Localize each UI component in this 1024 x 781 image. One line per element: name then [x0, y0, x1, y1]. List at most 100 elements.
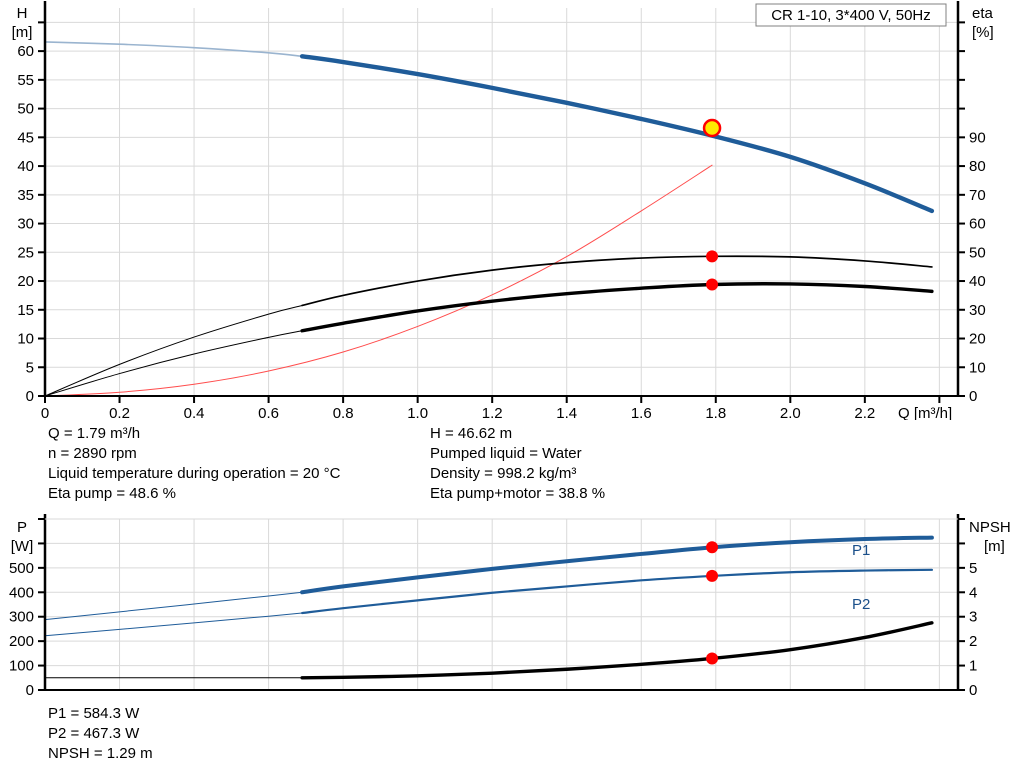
- tick-label-x: 1.4: [556, 405, 577, 420]
- y-axis-left-unit: [m]: [12, 24, 33, 41]
- top-chart-markers: [702, 118, 722, 291]
- eta-pump-motor-curve: [300, 282, 934, 333]
- tick-label-x: 0.2: [109, 405, 130, 420]
- tick-label-y-right: 4: [969, 584, 977, 601]
- bottom-chart-markers: [706, 541, 719, 665]
- head-curve-thin: [44, 41, 303, 58]
- tick-label-y-left: 500: [9, 560, 34, 577]
- tick-label-x: 1.8: [705, 405, 726, 420]
- tick-label-y-left: 10: [17, 331, 34, 348]
- eta-pump-duty-marker: [706, 250, 719, 263]
- tick-label-y-right: 0: [969, 388, 977, 405]
- tick-label-y-right: 70: [969, 187, 986, 204]
- npsh-duty-marker: [706, 652, 719, 665]
- info-line-pumped-liquid: Pumped liquid = Water: [430, 445, 582, 462]
- eta-pump-curve: [301, 255, 933, 307]
- tick-label-y-right: 2: [969, 633, 977, 650]
- duty-point-info-left: Q = 1.79 m³/h n = 2890 rpm Liquid temper…: [48, 424, 340, 504]
- tick-label-y-right: 3: [969, 609, 977, 626]
- tick-label-y-left: 60: [17, 43, 34, 60]
- p1-curve-thin: [44, 591, 303, 621]
- top-chart-axes: [43, 1, 960, 397]
- y-axis-left-title: H: [17, 5, 28, 22]
- tick-label-y-right: 0: [969, 682, 977, 699]
- tick-label-y-right: 80: [969, 158, 986, 175]
- tick-label-y-left: 40: [17, 158, 34, 175]
- tick-label-y-right: 40: [969, 273, 986, 290]
- top-chart-gridlines: [44, 8, 958, 397]
- chart-title-box-frame: [755, 3, 947, 27]
- tick-label-y-left: 20: [17, 273, 34, 290]
- tick-label-y-left: 25: [17, 244, 34, 261]
- info-line-liquid-temperature: Liquid temperature during operation = 20…: [48, 465, 341, 482]
- tick-label-y-right: 5: [969, 560, 977, 577]
- tick-label-y-left: 15: [17, 302, 34, 319]
- chart-title-box: CR 1-10, 3*400 V, 50Hz: [755, 3, 947, 27]
- eta-pump-motor-curve-thin: [44, 330, 303, 397]
- npsh-curve: [300, 621, 934, 680]
- top-chart-curves: [44, 41, 935, 397]
- tick-label-y-right: 10: [969, 359, 986, 376]
- tick-label-y-right: 90: [969, 129, 986, 146]
- eta-pump-motor-duty-marker: [706, 278, 719, 291]
- y-axis-right-unit: [m]: [984, 538, 1005, 555]
- duty-point-info-right: H = 46.62 m Pumped liquid = Water Densit…: [430, 424, 605, 504]
- tick-label-x: 1.0: [407, 405, 428, 420]
- system-curve: [44, 164, 713, 397]
- tick-label-x: 1.2: [482, 405, 503, 420]
- tick-label-y-left: 55: [17, 72, 34, 89]
- p2-curve: [301, 568, 934, 615]
- y-axis-left-title: P: [17, 519, 27, 536]
- tick-label-y-left: 30: [17, 216, 34, 233]
- power-npsh-info: P1 = 584.3 W P2 = 467.3 W NPSH = 1.29 m: [48, 704, 153, 764]
- tick-label-y-left: 50: [17, 101, 34, 118]
- tick-label-y-right: 30: [969, 302, 986, 319]
- tick-label-y-left: 0: [26, 682, 34, 699]
- tick-label-y-left: 200: [9, 633, 34, 650]
- p2-curve-label: P2: [852, 596, 870, 613]
- x-axis-title: Q [m³/h]: [898, 405, 952, 420]
- top-chart-tick-labels: 0 5 10 15 20 25 30 35 40 45 50 55 60 0 10 20 30 40 50 60 70 8…: [17, 21, 986, 420]
- p1-curve-label: P1: [852, 542, 870, 559]
- info-line-eta-pump-motor: Eta pump+motor = 38.8 %: [430, 485, 606, 502]
- tick-label-x: 2.0: [780, 405, 801, 420]
- info-line-npsh: NPSH = 1.29 m: [48, 745, 153, 762]
- tick-label-y-right: 50: [969, 244, 986, 261]
- tick-label-x: 0.4: [184, 405, 205, 420]
- tick-label-y-left: 300: [9, 609, 34, 626]
- p2-duty-marker: [706, 569, 719, 582]
- info-line-head: H = 46.62 m: [430, 425, 513, 442]
- tick-label-x: 1.6: [631, 405, 652, 420]
- head-efficiency-chart: 0 5 10 15 20 25 30 35 40 45 50 55 60 0 10 20 30 40 50 60 70 8…: [12, 1, 994, 420]
- bottom-chart-tick-labels: 0 100 200 300 400 500 0 1 2 3 4 5: [9, 518, 977, 699]
- p1-curve: [300, 535, 934, 595]
- head-curve: [299, 54, 935, 214]
- info-line-flow: Q = 1.79 m³/h: [48, 425, 141, 442]
- power-npsh-chart: 0 100 200 300 400 500 0 1 2 3 4 5 P [W] NPSH [m] P1 P2: [9, 514, 1011, 699]
- tick-label-x: 2.2: [854, 405, 875, 420]
- y-axis-left-unit: [W]: [11, 538, 34, 555]
- chart-title-label: CR 1-10, 3*400 V, 50Hz: [771, 7, 931, 24]
- tick-label-y-left: 35: [17, 187, 34, 204]
- tick-label-x: 0.8: [333, 405, 354, 420]
- info-line-eta-pump: Eta pump = 48.6 %: [48, 485, 176, 502]
- tick-label-y-left: 100: [9, 658, 34, 675]
- bottom-chart-gridlines: [44, 518, 958, 691]
- y-axis-right-title: eta: [972, 5, 994, 22]
- info-line-p1: P1 = 584.3 W: [48, 705, 140, 722]
- info-line-p2: P2 = 467.3 W: [48, 725, 140, 742]
- tick-label-y-right: 60: [969, 216, 986, 233]
- p1-duty-marker: [706, 541, 719, 554]
- tick-label-x: 0.6: [258, 405, 279, 420]
- tick-label-x: 0: [41, 405, 49, 420]
- bottom-chart-curves: [44, 535, 934, 680]
- eta-pump-curve-thin: [44, 304, 303, 397]
- y-axis-right-unit: [%]: [972, 24, 994, 41]
- tick-label-y-right: 1: [969, 658, 977, 675]
- info-line-speed: n = 2890 rpm: [48, 445, 137, 462]
- duty-point-marker[interactable]: [702, 118, 722, 138]
- tick-label-y-left: 400: [9, 584, 34, 601]
- tick-label-y-left: 0: [26, 388, 34, 405]
- info-line-density: Density = 998.2 kg/m³: [430, 465, 577, 482]
